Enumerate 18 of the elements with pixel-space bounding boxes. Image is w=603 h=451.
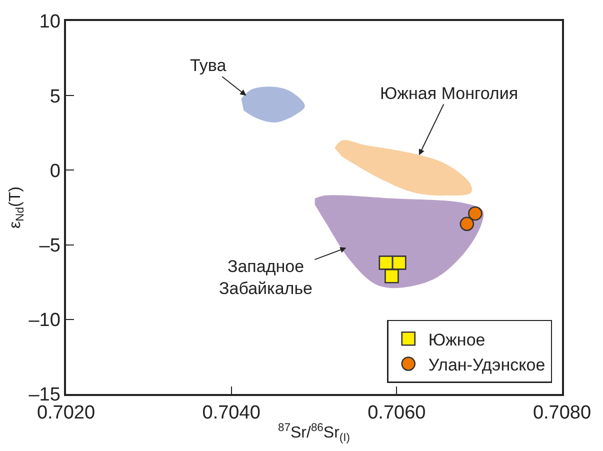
point <box>468 206 482 221</box>
annotation: Южная Монголия <box>380 84 518 103</box>
x-axis-title: $^{87}$Sr/$^{86}$Sr$_{(I)}$ <box>278 422 350 444</box>
point <box>384 268 399 284</box>
y-tick-label: 10 <box>39 12 60 33</box>
legend-label: Южное <box>428 330 486 350</box>
x-tick-label: 0.7060 <box>368 402 426 424</box>
x-tick-label: 0.7040 <box>202 402 260 424</box>
legend-label: Улан-Удэнское <box>428 355 546 374</box>
y-tick-label: –5 <box>39 235 60 256</box>
y-tick-label: 5 <box>50 86 60 108</box>
annotation: Тува <box>190 56 227 75</box>
point <box>392 256 406 270</box>
x-tick-label: 0.7080 <box>532 402 592 424</box>
y-tick-label: 0 <box>50 160 60 182</box>
y-tick-label: –10 <box>28 310 60 332</box>
point <box>460 216 474 232</box>
annotation: Западное Забайкалье <box>219 257 313 298</box>
